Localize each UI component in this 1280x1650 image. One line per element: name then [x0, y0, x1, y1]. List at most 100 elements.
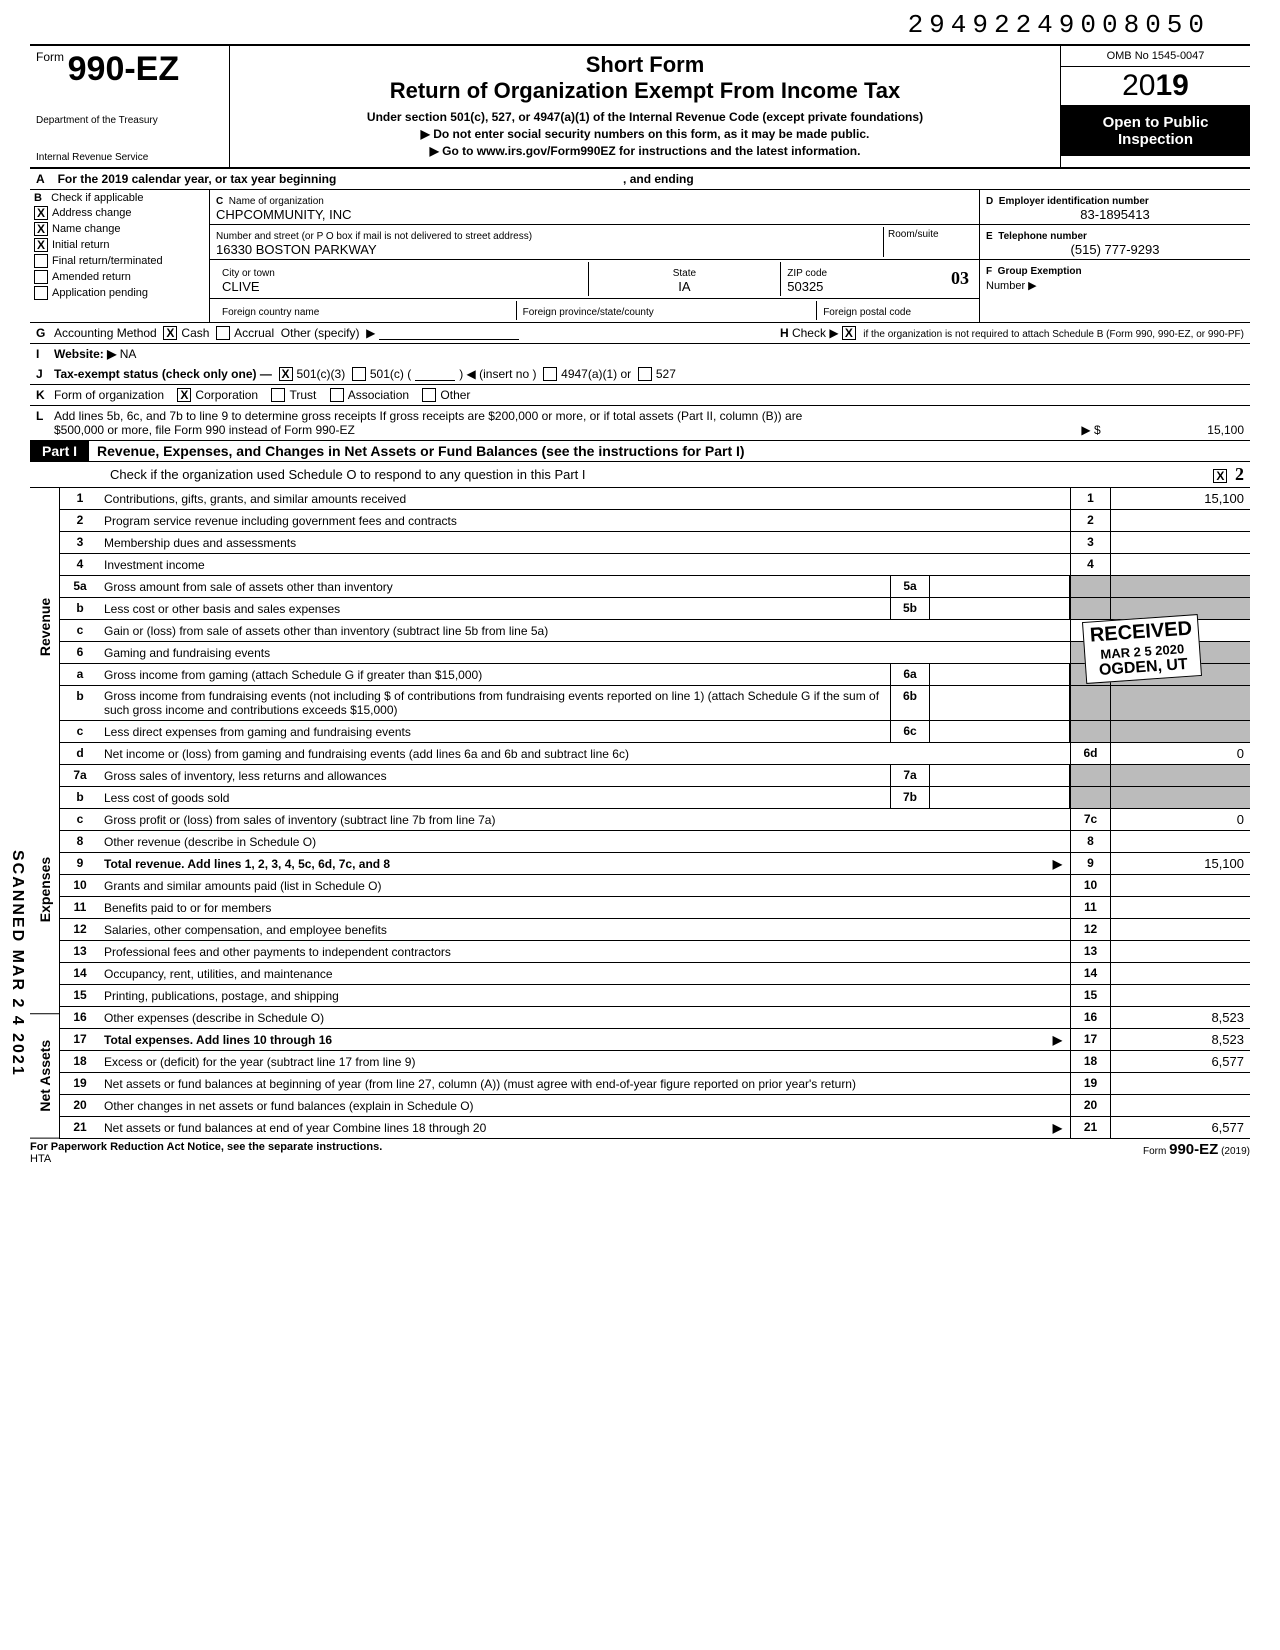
part1-title: Revenue, Expenses, and Changes in Net As… [89, 443, 745, 459]
right-line-value: 15,100 [1110, 853, 1250, 874]
checkbox[interactable]: X [34, 206, 48, 220]
sub-line-number: 7b [890, 787, 930, 808]
c-addr-label: Number and street (or P O box if mail is… [216, 231, 532, 242]
year-bold: 19 [1156, 69, 1189, 102]
c-addr-row: Number and street (or P O box if mail is… [210, 225, 979, 260]
527-checkbox[interactable] [638, 367, 652, 381]
side-revenue: Revenue [30, 488, 60, 766]
checkbox[interactable]: X [34, 222, 48, 236]
b-check-item: XName change [34, 222, 205, 236]
other-checkbox[interactable] [422, 388, 436, 402]
line-description: Net assets or fund balances at end of ye… [100, 1117, 1070, 1138]
row-a: A For the 2019 calendar year, or tax yea… [30, 169, 1250, 190]
line-number: 12 [60, 919, 100, 940]
line-number: 9 [60, 853, 100, 874]
header-left: Form 990-EZ Department of the Treasury I… [30, 46, 230, 167]
trust-checkbox[interactable] [271, 388, 285, 402]
4947-checkbox[interactable] [543, 367, 557, 381]
checkbox[interactable] [34, 286, 48, 300]
right-num-shaded [1070, 721, 1110, 742]
g-accrual: Accrual [234, 326, 274, 340]
room-suite: Room/suite [883, 227, 973, 257]
right-line-number: 9 [1070, 853, 1110, 874]
right-line-number: 2 [1070, 510, 1110, 531]
right-line-number: 13 [1070, 941, 1110, 962]
ein-value: 83-1895413 [986, 207, 1244, 222]
501c3-checkbox[interactable]: X [279, 367, 293, 381]
checkbox[interactable] [34, 270, 48, 284]
sub-line-number: 6c [890, 721, 930, 742]
checkbox[interactable] [34, 254, 48, 268]
foreign-country-label: Foreign country name [222, 307, 319, 318]
line-description: Less cost or other basis and sales expen… [100, 598, 890, 619]
col-b: B Check if applicable XAddress changeXNa… [30, 190, 210, 322]
line-row: 10Grants and similar amounts paid (list … [60, 875, 1250, 897]
b-item-label: Final return/terminated [52, 255, 163, 267]
foreign-postal-label: Foreign postal code [823, 307, 911, 318]
header-right: OMB No 1545-0047 2019 Open to Public Ins… [1060, 46, 1250, 167]
org-state: IA [678, 279, 690, 294]
line-row: bGross income from fundraising events (n… [60, 686, 1250, 721]
line-row: 21Net assets or fund balances at end of … [60, 1117, 1250, 1139]
k-other: Other [440, 388, 470, 402]
sub-line-value [930, 576, 1070, 597]
line-description: Net assets or fund balances at beginning… [100, 1073, 1070, 1094]
c-name-label: Name of organization [229, 196, 324, 207]
line-row: 9Total revenue. Add lines 1, 2, 3, 4, 5c… [60, 853, 1250, 875]
return-title: Return of Organization Exempt From Incom… [240, 78, 1050, 104]
sub-line-value [930, 664, 1070, 685]
right-val-shaded [1110, 576, 1250, 597]
line-number: 2 [60, 510, 100, 531]
right-line-number: 7c [1070, 809, 1110, 830]
c-city-label: City or town [222, 268, 275, 279]
line-description: Excess or (deficit) for the year (subtra… [100, 1051, 1070, 1072]
right-line-value: 0 [1110, 809, 1250, 830]
schedule-b-checkbox[interactable]: X [842, 326, 856, 340]
right-line-number: 6d [1070, 743, 1110, 764]
right-line-number: 15 [1070, 985, 1110, 1006]
col-c: C Name of organization CHPCOMMUNITY, INC… [210, 190, 980, 322]
accrual-checkbox[interactable] [216, 326, 230, 340]
sub-line-number: 5a [890, 576, 930, 597]
501c-checkbox[interactable] [352, 367, 366, 381]
row-i: I Website: ▶ NA [30, 344, 1250, 364]
line-number: 5a [60, 576, 100, 597]
form-header: Form 990-EZ Department of the Treasury I… [30, 44, 1250, 169]
assoc-checkbox[interactable] [330, 388, 344, 402]
right-line-value [1110, 875, 1250, 896]
zip-handwrite: 03 [951, 268, 969, 289]
k-assoc: Association [348, 388, 409, 402]
sub-line-number: 7a [890, 765, 930, 786]
line-description: Salaries, other compensation, and employ… [100, 919, 1070, 940]
part1-sub-text: Check if the organization used Schedule … [110, 467, 586, 482]
right-val-shaded [1110, 686, 1250, 720]
cash-checkbox[interactable]: X [163, 326, 177, 340]
line-row: 4Investment income4 [60, 554, 1250, 576]
corp-checkbox[interactable]: X [177, 388, 191, 402]
b-check-item: Final return/terminated [34, 254, 205, 268]
right-line-number: 3 [1070, 532, 1110, 553]
h-block: H Check ▶ X if the organization is not r… [780, 326, 1244, 340]
scanned-stamp: SCANNED MAR 2 4 2021 [8, 850, 26, 1077]
j-insert: ) ◀ (insert no ) [459, 367, 536, 381]
year-prefix: 20 [1122, 69, 1155, 102]
line-description: Professional fees and other payments to … [100, 941, 1070, 962]
line-number: 16 [60, 1007, 100, 1028]
l-arrow: ▶ $ [1081, 423, 1100, 437]
website-value: NA [120, 347, 137, 361]
c-name-row: C Name of organization CHPCOMMUNITY, INC [210, 190, 979, 225]
line-description: Contributions, gifts, grants, and simila… [100, 488, 1070, 509]
b-check-item: Application pending [34, 286, 205, 300]
line-description: Gross profit or (loss) from sales of inv… [100, 809, 1070, 830]
schedule-o-checkbox[interactable]: X [1213, 469, 1227, 483]
no-ssn-text: Do not enter social security numbers on … [433, 127, 869, 141]
checkbox[interactable]: X [34, 238, 48, 252]
line-row: 14Occupancy, rent, utilities, and mainte… [60, 963, 1250, 985]
right-val-shaded [1110, 721, 1250, 742]
open-to-public: Open to Public Inspection [1061, 106, 1250, 156]
line-row: 11Benefits paid to or for members11 [60, 897, 1250, 919]
line-number: 11 [60, 897, 100, 918]
b-check-label: Check if applicable [51, 192, 143, 204]
line-description: Program service revenue including govern… [100, 510, 1070, 531]
sub-line-value [930, 721, 1070, 742]
